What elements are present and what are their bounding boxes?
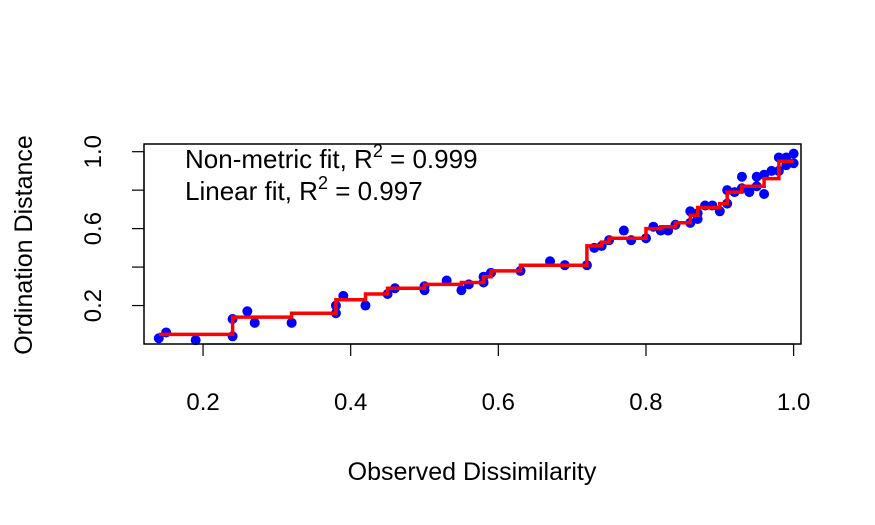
data-point [744, 187, 755, 198]
data-point [788, 148, 799, 159]
x-axis-title: Observed Dissimilarity [348, 458, 597, 486]
y-axis-title: Ordination Distance [10, 135, 38, 355]
y-axis: 0.2 0.6 1.0 [80, 135, 145, 322]
x-tick-label: 0.8 [629, 389, 662, 416]
data-point [242, 306, 253, 317]
data-point [190, 335, 201, 346]
plot-frame [143, 143, 802, 345]
data-point [249, 317, 260, 328]
fit-annotations: Non-metric fit, R2 = 0.999 Linear fit, R… [185, 141, 478, 206]
data-point [360, 300, 371, 311]
nonmetric-fit-label: Non-metric fit, R2 = 0.999 [185, 141, 478, 174]
plot-marks [153, 148, 799, 346]
y-tick-label: 0.2 [80, 289, 107, 322]
data-point [766, 165, 777, 176]
data-point [286, 317, 297, 328]
data-point [736, 171, 747, 182]
linear-fit-label: Linear fit, R2 = 0.997 [185, 173, 423, 206]
x-tick-label: 1.0 [777, 389, 810, 416]
y-tick-label: 0.6 [80, 212, 107, 245]
data-point [618, 225, 629, 236]
fit-step-line [158, 159, 794, 337]
data-point [759, 189, 770, 199]
data-point [456, 285, 467, 296]
x-axis: 0.2 0.4 0.6 0.8 1.0 [186, 343, 810, 416]
x-tick-label: 0.4 [334, 389, 367, 416]
x-tick-label: 0.2 [186, 389, 219, 416]
y-tick-label: 1.0 [80, 135, 107, 168]
x-tick-label: 0.6 [482, 389, 515, 416]
